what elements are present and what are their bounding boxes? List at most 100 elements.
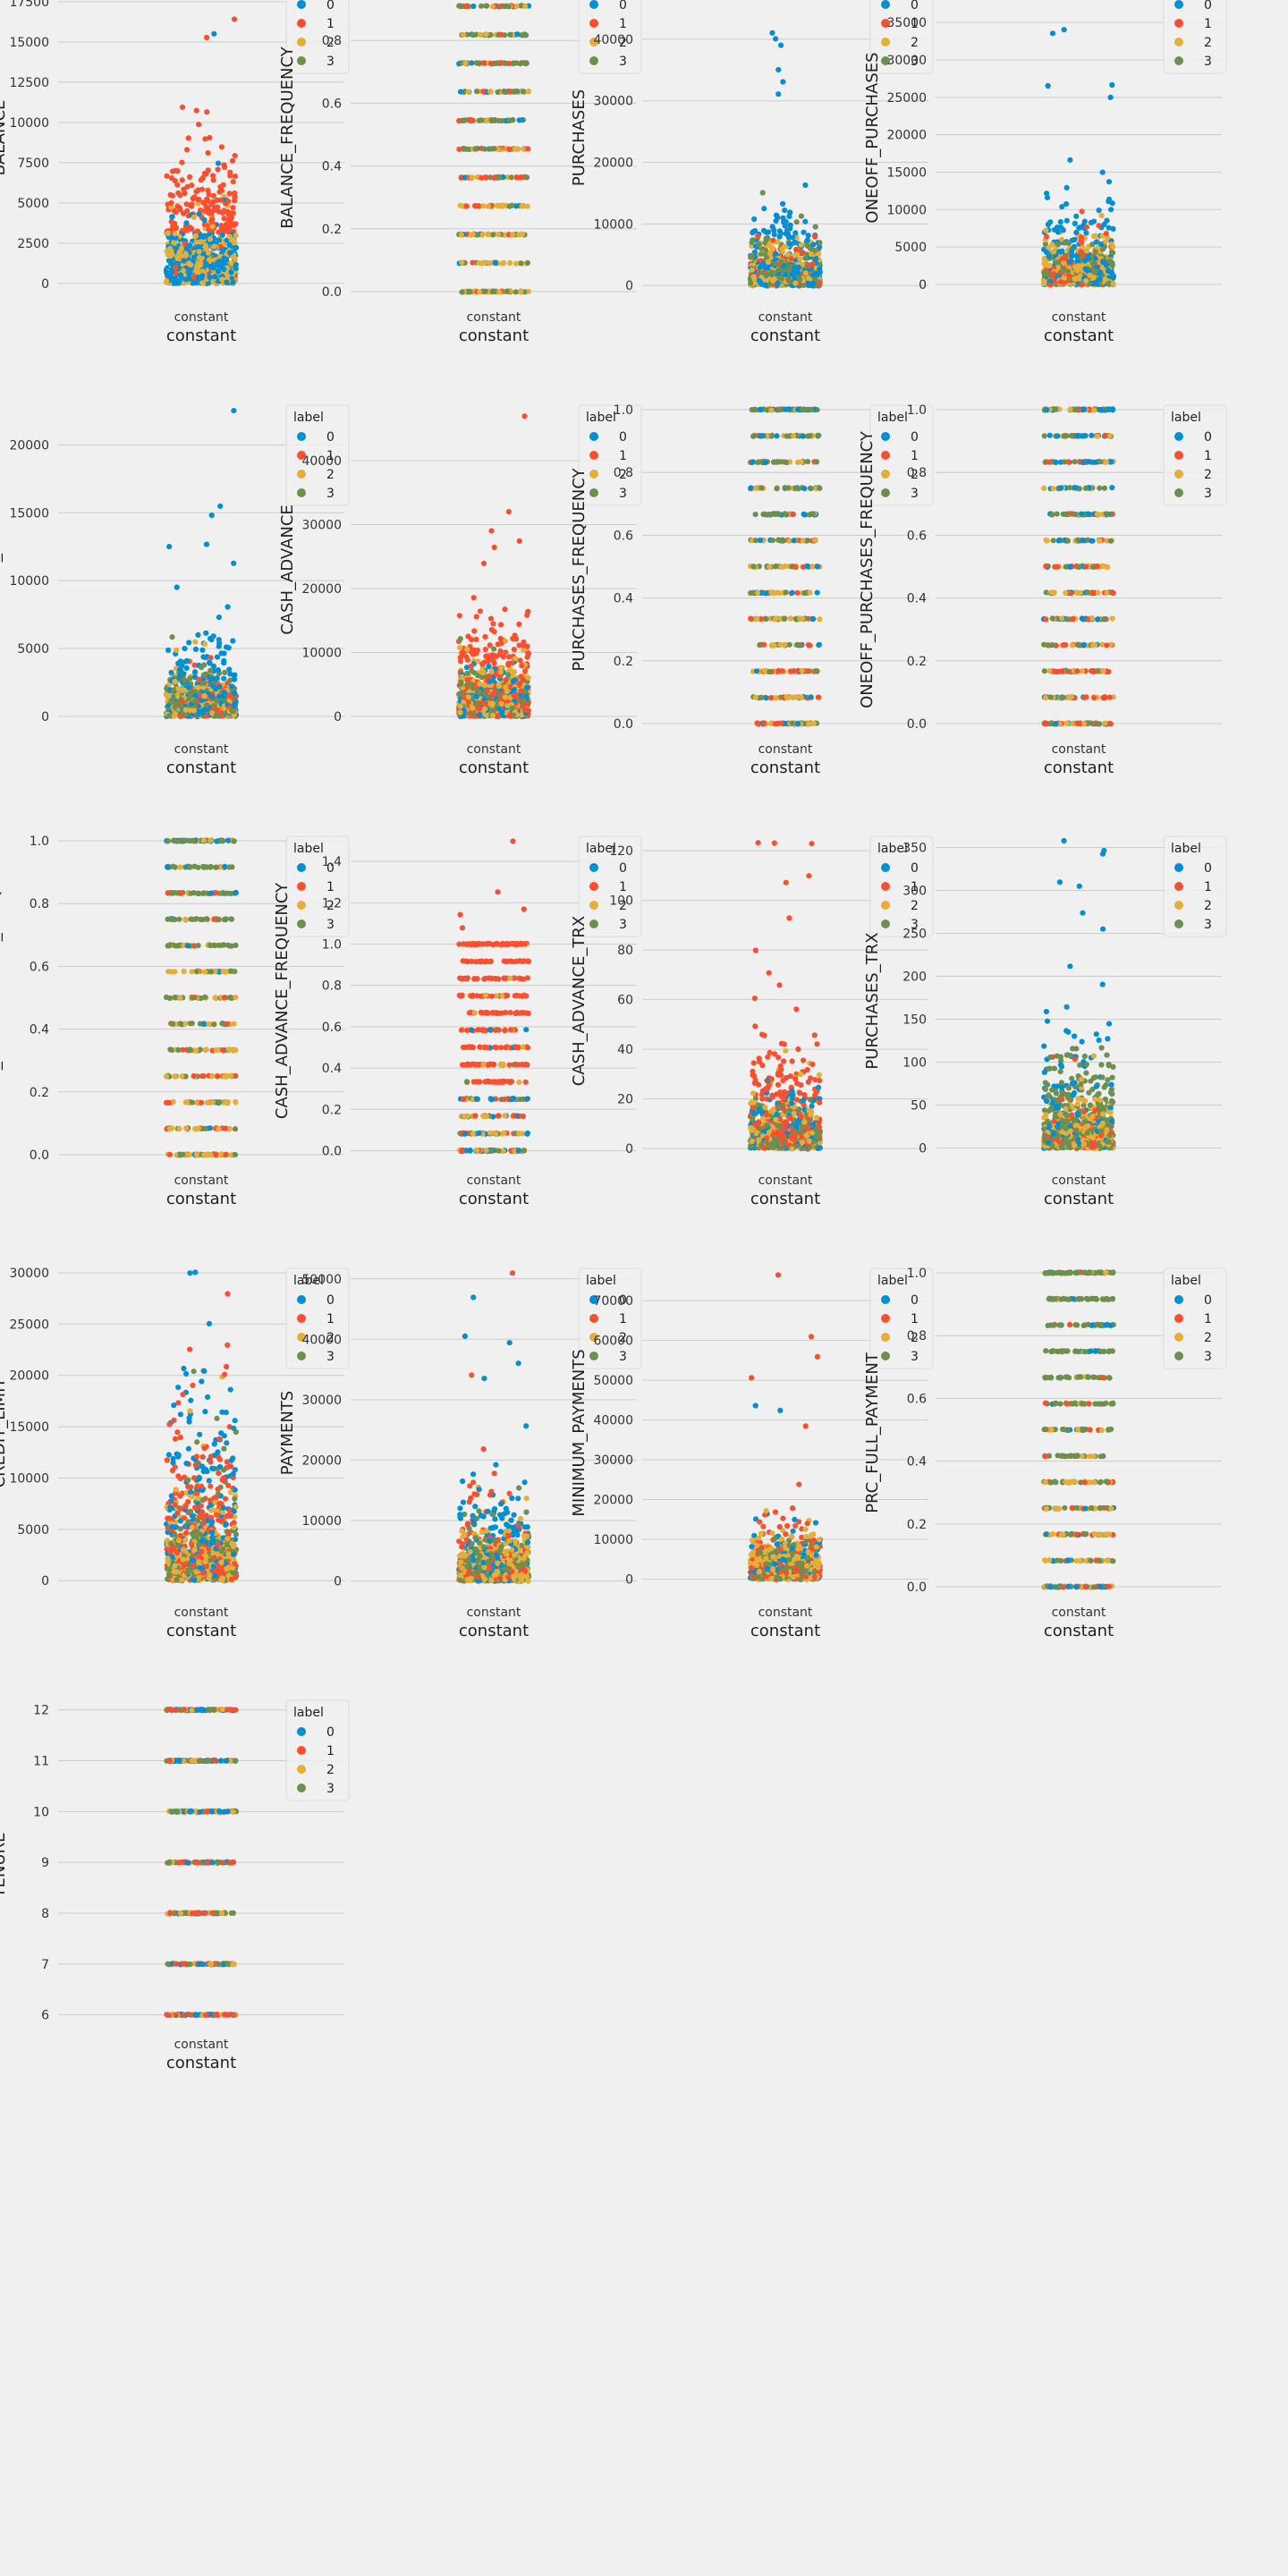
point-label-3 [473,89,480,95]
point-label-1 [223,200,229,207]
point-label-3 [511,89,517,95]
point-label-0 [214,654,221,660]
point-label-1 [800,250,806,256]
legend-entry: 2 [1204,36,1212,50]
y-tick-label: 0.0 [322,285,342,300]
point-label-3 [768,269,775,275]
y-tick-label: 5000 [894,241,927,255]
point-label-0 [192,646,199,653]
legend-box [285,0,350,74]
point-label-1 [226,191,233,197]
point-label-0 [769,30,775,36]
subplot-balance: 025005000750010000125001500017500BALANCE… [0,0,350,345]
point-label-0 [1107,94,1114,100]
point-label-0 [1054,225,1061,231]
y-tick-label: 10000 [301,647,342,661]
point-label-0 [782,208,788,214]
point-label-0 [486,664,492,670]
point-label-0 [217,503,224,510]
legend-box [578,0,642,74]
y-tick-label: 15000 [886,165,927,180]
point-label-2 [459,259,465,266]
point-label-1 [184,147,191,153]
point-label-3 [483,3,489,9]
point-label-0 [1073,213,1080,219]
point-label-0 [227,250,233,256]
point-label-3 [491,117,498,124]
point-label-0 [776,233,783,240]
point-label-1 [462,4,469,10]
point-label-1 [173,265,179,271]
point-label-2 [779,246,785,252]
point-label-2 [765,258,771,266]
point-label-0 [1067,157,1073,163]
y-tick-label: 10000 [9,116,49,131]
legend-title: label [293,411,324,425]
point-label-2 [1049,242,1055,248]
point-label-0 [213,262,219,268]
point-label-0 [233,266,239,272]
point-label-2 [199,280,206,286]
point-label-0 [804,237,810,243]
point-label-1 [1096,223,1102,229]
y-tick-label: 0 [919,278,927,292]
point-label-1 [498,31,504,38]
point-label-3 [778,275,784,282]
point-label-1 [201,199,208,206]
point-label-1 [231,16,238,22]
point-label-2 [775,239,781,245]
point-label-0 [457,89,464,95]
point-label-3 [802,255,809,261]
point-label-2 [802,270,809,276]
point-label-0 [470,3,477,10]
legend-marker-2 [589,38,598,47]
point-label-2 [203,246,209,252]
point-label-1 [485,653,491,659]
point-label-3 [513,289,519,295]
point-label-3 [772,260,778,267]
point-label-3 [750,237,756,243]
point-label-0 [1049,30,1056,37]
point-label-0 [203,630,209,636]
point-label-0 [1057,219,1063,225]
point-label-2 [1072,275,1078,282]
x-tick-label: constant [174,310,229,325]
point-label-2 [211,243,217,250]
point-label-2 [1062,275,1068,281]
strip-points [456,3,532,295]
legend-entry: 0 [1204,0,1212,13]
point-label-2 [1043,227,1049,233]
point-label-1 [488,60,495,67]
point-label-0 [792,240,798,246]
y-tick-label: 0.2 [322,223,342,237]
point-label-1 [164,173,170,179]
legend-entry: 2 [619,36,627,50]
point-label-1 [204,109,210,115]
point-label-2 [460,31,467,38]
point-label-3 [1062,240,1068,246]
point-label-0 [1097,242,1105,248]
y-tick-label: 7500 [17,157,49,171]
point-label-2 [1087,272,1093,278]
point-label-0 [1073,253,1080,259]
legend-marker-3 [297,56,306,65]
legend-marker-3 [589,56,598,65]
y-tick-label: 15000 [9,36,49,50]
point-label-0 [802,218,809,225]
point-label-1 [491,653,498,659]
point-label-2 [479,259,487,266]
point-label-1 [1103,231,1109,237]
x-axis-label: constant [750,326,820,345]
strip-points [163,408,240,720]
point-label-2 [797,256,803,262]
point-label-0 [191,669,199,675]
point-label-2 [1102,276,1108,283]
point-label-0 [750,229,757,235]
point-label-0 [789,234,796,241]
point-label-2 [496,232,502,238]
point-label-0 [462,174,468,181]
point-label-0 [1079,225,1085,231]
point-label-2 [469,174,475,181]
legend-entry: 3 [326,55,335,69]
